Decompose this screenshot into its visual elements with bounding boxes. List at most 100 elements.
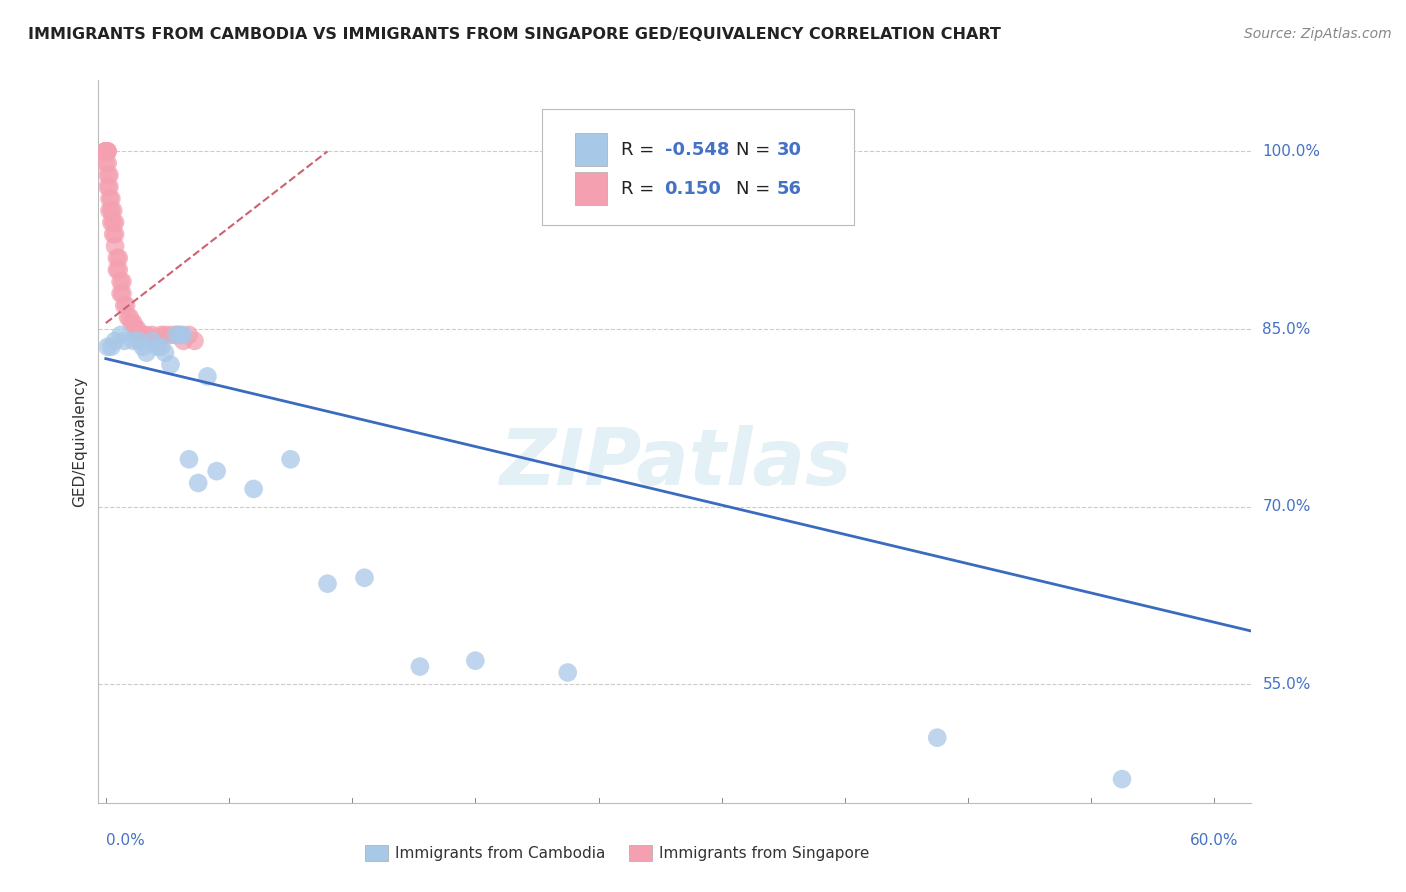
Point bbox=[135, 327, 157, 342]
Point bbox=[100, 215, 122, 229]
Point bbox=[112, 334, 135, 348]
Point bbox=[104, 227, 127, 242]
Text: N =: N = bbox=[735, 141, 770, 159]
Text: 55.0%: 55.0% bbox=[1263, 677, 1310, 692]
Point bbox=[127, 322, 149, 336]
Point bbox=[128, 327, 150, 342]
Point bbox=[103, 203, 125, 218]
Point bbox=[132, 327, 155, 342]
Point bbox=[97, 156, 120, 170]
Point bbox=[97, 340, 120, 354]
Point bbox=[98, 203, 121, 218]
Point bbox=[100, 192, 122, 206]
Point bbox=[97, 180, 120, 194]
Point bbox=[280, 452, 302, 467]
Point bbox=[169, 327, 191, 342]
Point bbox=[107, 262, 129, 277]
Point bbox=[97, 168, 120, 182]
Point bbox=[464, 654, 486, 668]
Text: 56: 56 bbox=[776, 179, 801, 198]
Text: -0.548: -0.548 bbox=[665, 141, 728, 159]
Point bbox=[94, 145, 117, 159]
Text: Source: ZipAtlas.com: Source: ZipAtlas.com bbox=[1244, 27, 1392, 41]
Point bbox=[111, 275, 134, 289]
Point bbox=[94, 145, 117, 159]
Text: 70.0%: 70.0% bbox=[1263, 500, 1310, 514]
Point bbox=[316, 576, 339, 591]
Point bbox=[97, 145, 120, 159]
Text: R =: R = bbox=[620, 141, 659, 159]
Point bbox=[117, 310, 139, 325]
FancyBboxPatch shape bbox=[543, 109, 853, 225]
Point bbox=[205, 464, 228, 478]
Point bbox=[94, 145, 117, 159]
Point bbox=[172, 334, 194, 348]
Point bbox=[94, 145, 117, 159]
Point bbox=[94, 145, 117, 159]
Point bbox=[110, 327, 132, 342]
Point bbox=[159, 358, 181, 372]
Point bbox=[159, 327, 181, 342]
Point bbox=[124, 322, 146, 336]
Point bbox=[165, 327, 187, 342]
Point bbox=[122, 316, 145, 330]
Point bbox=[197, 369, 219, 384]
FancyBboxPatch shape bbox=[575, 133, 607, 166]
Point bbox=[104, 334, 127, 348]
Point bbox=[121, 316, 143, 330]
Point bbox=[187, 475, 209, 490]
Point bbox=[94, 145, 117, 159]
Point bbox=[98, 180, 121, 194]
Point bbox=[115, 298, 138, 312]
Point bbox=[141, 334, 163, 348]
Point bbox=[153, 327, 176, 342]
Point bbox=[122, 334, 145, 348]
Point bbox=[135, 345, 157, 359]
Text: 0.150: 0.150 bbox=[665, 179, 721, 198]
Point bbox=[177, 452, 200, 467]
Point bbox=[100, 203, 122, 218]
Point bbox=[141, 327, 163, 342]
FancyBboxPatch shape bbox=[575, 172, 607, 204]
Point bbox=[353, 571, 375, 585]
Point bbox=[118, 310, 141, 325]
Text: N =: N = bbox=[735, 179, 770, 198]
Point bbox=[107, 251, 129, 265]
Point bbox=[100, 340, 122, 354]
Point bbox=[242, 482, 264, 496]
Point bbox=[98, 192, 121, 206]
Point bbox=[146, 340, 169, 354]
Point bbox=[129, 327, 152, 342]
Point bbox=[103, 227, 125, 242]
Point bbox=[98, 168, 121, 182]
Point bbox=[105, 262, 128, 277]
Point bbox=[183, 334, 205, 348]
Point bbox=[105, 251, 128, 265]
Point bbox=[165, 327, 187, 342]
Point bbox=[111, 286, 134, 301]
Text: IMMIGRANTS FROM CAMBODIA VS IMMIGRANTS FROM SINGAPORE GED/EQUIVALENCY CORRELATIO: IMMIGRANTS FROM CAMBODIA VS IMMIGRANTS F… bbox=[28, 27, 1001, 42]
Point bbox=[97, 145, 120, 159]
Point bbox=[153, 345, 176, 359]
Point bbox=[110, 275, 132, 289]
Text: 30: 30 bbox=[776, 141, 801, 159]
Point bbox=[409, 659, 432, 673]
Point bbox=[172, 327, 194, 342]
Text: 100.0%: 100.0% bbox=[1263, 144, 1320, 159]
Text: 60.0%: 60.0% bbox=[1189, 833, 1239, 848]
Point bbox=[112, 298, 135, 312]
Legend: Immigrants from Cambodia, Immigrants from Singapore: Immigrants from Cambodia, Immigrants fro… bbox=[359, 839, 876, 867]
Point bbox=[927, 731, 949, 745]
Point bbox=[150, 340, 173, 354]
Point bbox=[94, 156, 117, 170]
Text: ZIPatlas: ZIPatlas bbox=[499, 425, 851, 501]
Point bbox=[94, 145, 117, 159]
Point bbox=[169, 327, 191, 342]
Point bbox=[128, 334, 150, 348]
Point bbox=[104, 239, 127, 253]
Text: 85.0%: 85.0% bbox=[1263, 321, 1310, 336]
Point bbox=[150, 327, 173, 342]
Point bbox=[1111, 772, 1133, 786]
Point bbox=[103, 215, 125, 229]
Text: R =: R = bbox=[620, 179, 654, 198]
